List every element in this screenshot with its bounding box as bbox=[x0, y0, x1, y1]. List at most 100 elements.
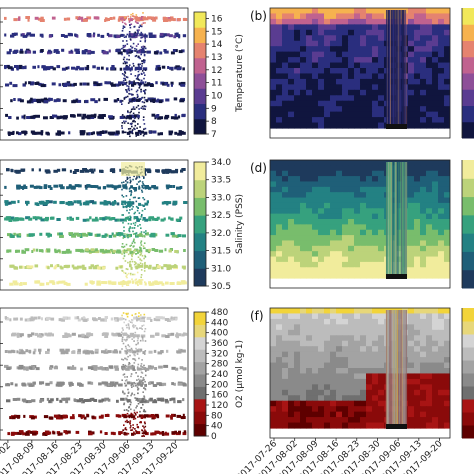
data-point bbox=[135, 78, 138, 80]
contour-cell bbox=[348, 224, 355, 231]
data-point bbox=[137, 63, 140, 66]
data-point bbox=[75, 216, 80, 220]
contour-cell bbox=[372, 181, 379, 188]
contour-cell bbox=[312, 100, 319, 107]
contour-cell bbox=[288, 192, 295, 199]
contour-cell bbox=[432, 95, 439, 102]
contour-cell bbox=[294, 181, 301, 188]
contour-cell bbox=[276, 251, 283, 258]
contour-cell bbox=[366, 245, 373, 252]
contour-cell bbox=[378, 235, 385, 242]
data-point bbox=[127, 284, 130, 286]
data-point bbox=[106, 51, 109, 55]
contour-cell bbox=[426, 351, 433, 358]
contour-cell bbox=[348, 235, 355, 242]
data-point bbox=[142, 17, 144, 20]
data-point bbox=[114, 367, 119, 371]
contour-cell bbox=[426, 35, 433, 42]
contour-cell bbox=[354, 368, 361, 375]
contour-cell bbox=[306, 186, 313, 193]
contour-cell bbox=[420, 165, 427, 172]
data-point bbox=[143, 313, 146, 316]
contour-cell bbox=[270, 122, 277, 129]
contour-cell bbox=[282, 24, 289, 31]
contour-cell bbox=[276, 40, 283, 47]
contour-cell bbox=[276, 208, 283, 215]
contour-cell bbox=[372, 406, 379, 413]
contour-cell bbox=[438, 100, 445, 107]
contour-cell bbox=[336, 324, 343, 331]
data-point bbox=[8, 133, 11, 136]
data-point bbox=[71, 332, 76, 336]
data-point bbox=[118, 282, 123, 285]
data-point bbox=[129, 217, 131, 220]
contour-cell bbox=[300, 219, 307, 225]
data-point bbox=[140, 274, 143, 276]
contour-cell bbox=[438, 308, 445, 315]
data-point bbox=[113, 34, 118, 38]
contour-cell bbox=[438, 368, 445, 375]
data-point bbox=[122, 222, 124, 224]
contour-cell bbox=[288, 313, 295, 320]
data-point bbox=[72, 114, 76, 118]
data-point bbox=[64, 335, 69, 338]
data-point bbox=[144, 400, 150, 404]
contour-cell bbox=[282, 51, 289, 58]
data-point bbox=[141, 235, 144, 238]
data-point bbox=[68, 383, 72, 387]
data-point bbox=[126, 335, 131, 338]
data-point bbox=[134, 413, 137, 415]
contour-cell bbox=[420, 261, 427, 268]
data-point bbox=[139, 57, 141, 60]
contour-cell bbox=[360, 35, 367, 42]
contour-cell bbox=[372, 362, 379, 369]
contour-cell bbox=[282, 329, 289, 336]
contour-cell bbox=[426, 378, 433, 385]
data-point bbox=[76, 99, 82, 103]
contour-cell bbox=[288, 46, 295, 53]
data-point bbox=[65, 250, 69, 254]
contour-cell bbox=[330, 357, 337, 364]
data-point bbox=[130, 412, 133, 415]
data-point bbox=[114, 132, 119, 136]
data-point bbox=[134, 108, 136, 110]
contour-cell bbox=[342, 73, 349, 80]
contour-cell bbox=[360, 224, 367, 231]
contour-cell bbox=[354, 378, 361, 385]
contour-cell bbox=[318, 13, 325, 20]
contour-cell bbox=[420, 100, 427, 107]
data-point bbox=[31, 317, 35, 321]
contour-cell bbox=[426, 186, 433, 193]
data-point bbox=[130, 254, 133, 256]
data-point bbox=[136, 127, 138, 129]
data-point bbox=[139, 63, 141, 66]
data-point bbox=[176, 414, 182, 418]
data-point bbox=[128, 335, 131, 337]
contour-cell bbox=[312, 122, 319, 129]
contour-cell bbox=[414, 406, 421, 413]
colorbar-tick-label: 280 bbox=[211, 360, 228, 370]
data-point bbox=[177, 400, 182, 404]
data-point bbox=[137, 43, 139, 45]
data-point bbox=[131, 350, 137, 354]
contour-cell bbox=[426, 62, 433, 69]
contour-cell bbox=[282, 78, 289, 85]
data-point bbox=[60, 186, 65, 190]
data-point bbox=[55, 50, 60, 54]
data-point bbox=[7, 432, 11, 436]
contour-cell bbox=[330, 170, 337, 177]
data-point bbox=[101, 367, 105, 371]
data-point bbox=[103, 250, 108, 254]
data-point bbox=[140, 407, 142, 409]
contour-cell bbox=[426, 106, 433, 113]
contour-cell bbox=[414, 373, 421, 380]
data-point bbox=[137, 256, 140, 258]
data-point bbox=[131, 125, 133, 128]
contour-cell bbox=[432, 272, 439, 279]
data-point bbox=[129, 34, 131, 37]
data-point bbox=[140, 133, 142, 136]
data-point bbox=[32, 432, 37, 436]
contour-cell bbox=[336, 100, 343, 107]
data-point bbox=[143, 107, 145, 110]
